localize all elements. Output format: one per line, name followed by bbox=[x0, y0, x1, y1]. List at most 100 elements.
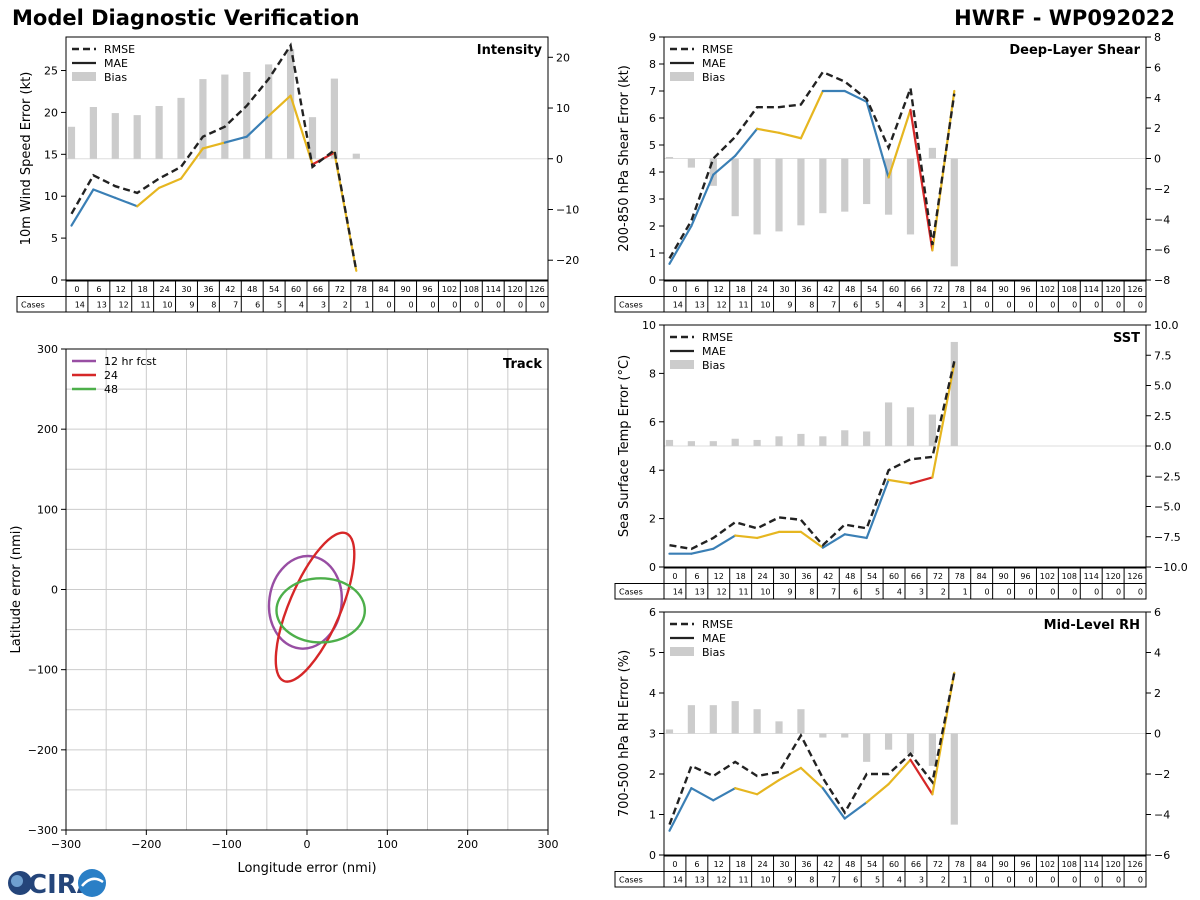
panel-title: Mid-Level RH bbox=[1044, 618, 1140, 633]
table-hour: 72 bbox=[933, 572, 943, 581]
mae-segment bbox=[887, 478, 912, 485]
mae-segment bbox=[777, 131, 803, 140]
table-case-count: 1 bbox=[963, 588, 968, 597]
bias-bar bbox=[841, 733, 849, 738]
bias-bar bbox=[863, 431, 871, 446]
bias-bar bbox=[665, 156, 674, 159]
rmse-line bbox=[668, 672, 956, 826]
table-case-count: 12 bbox=[119, 301, 129, 310]
table-hour: 72 bbox=[933, 285, 943, 294]
table-case-count: 14 bbox=[75, 301, 85, 310]
y-axis-label: 700-500 hPa RH Error (%) bbox=[617, 650, 632, 817]
table-case-count: 4 bbox=[897, 588, 902, 597]
y-tick-label: 25 bbox=[44, 65, 58, 78]
table-hour: 12 bbox=[714, 285, 724, 294]
mae-segment bbox=[887, 758, 912, 786]
table-case-count: 4 bbox=[299, 301, 304, 310]
bias-bar bbox=[797, 709, 805, 734]
table-case-count: 0 bbox=[985, 876, 990, 885]
y2-tick-label: 4 bbox=[1154, 92, 1161, 105]
table-case-count: 0 bbox=[540, 301, 545, 310]
mae-segment bbox=[887, 108, 912, 179]
table-case-count: 5 bbox=[277, 301, 282, 310]
table-hour: 72 bbox=[335, 285, 345, 294]
mae-segment bbox=[909, 108, 934, 252]
y-tick-label: 4 bbox=[649, 687, 656, 700]
y-tick-label: 0 bbox=[51, 584, 58, 597]
table-hour: 18 bbox=[138, 285, 148, 294]
legend-rmse-label: RMSE bbox=[702, 43, 733, 56]
table-case-count: 0 bbox=[1138, 301, 1143, 310]
table-case-count: 3 bbox=[919, 588, 924, 597]
table-case-count: 9 bbox=[787, 876, 792, 885]
table-case-count: 0 bbox=[1138, 588, 1143, 597]
table-hour: 108 bbox=[1062, 860, 1077, 869]
table-case-count: 0 bbox=[408, 301, 413, 310]
y2-tick-label: 4 bbox=[1154, 647, 1161, 660]
table-hour: 12 bbox=[714, 572, 724, 581]
table-hour: 12 bbox=[714, 860, 724, 869]
mae-segment bbox=[865, 478, 890, 540]
bias-bar bbox=[863, 158, 871, 205]
mae-segment bbox=[756, 778, 781, 796]
y-tick-label: 0 bbox=[51, 274, 58, 287]
legend-bias-label: Bias bbox=[702, 359, 725, 372]
y-tick-label: 300 bbox=[37, 343, 58, 356]
y-tick-label: 0 bbox=[649, 561, 656, 574]
legend-bias-swatch bbox=[670, 72, 694, 81]
bias-bar bbox=[863, 733, 871, 762]
table-case-count: 13 bbox=[695, 301, 705, 310]
table-hour: 18 bbox=[736, 860, 746, 869]
y2-tick-label: 10.0 bbox=[1154, 319, 1179, 332]
table-hour: 60 bbox=[889, 860, 899, 869]
mae-segment bbox=[70, 188, 95, 227]
table-case-count: 3 bbox=[919, 301, 924, 310]
bias-bar bbox=[286, 49, 295, 159]
bias-bar bbox=[731, 701, 739, 734]
table-hour: 18 bbox=[736, 572, 746, 581]
table-case-count: 6 bbox=[255, 301, 260, 310]
y-tick-label: 3 bbox=[649, 193, 656, 206]
y-tick-label: −100 bbox=[28, 664, 58, 677]
table-case-count: 12 bbox=[717, 876, 727, 885]
table-hour: 12 bbox=[116, 285, 126, 294]
legend-bias-swatch bbox=[670, 647, 694, 656]
mae-segment bbox=[799, 89, 824, 140]
y2-tick-label: −2.5 bbox=[1154, 470, 1181, 483]
table-hour: 24 bbox=[757, 285, 767, 294]
table-case-count: 2 bbox=[941, 301, 946, 310]
y2-tick-label: −8 bbox=[1154, 274, 1170, 287]
legend-bias-label: Bias bbox=[702, 71, 725, 84]
y2-tick-label: 2 bbox=[1154, 122, 1161, 135]
mae-segment bbox=[777, 766, 803, 782]
panel-sst: 0246810−10.0−7.5−5.0−2.50.02.55.07.510.0… bbox=[614, 319, 1188, 600]
table-hour: 42 bbox=[225, 285, 235, 294]
bias-bar bbox=[753, 158, 761, 235]
table-case-count: 7 bbox=[233, 301, 238, 310]
y-tick-label: 5 bbox=[649, 647, 656, 660]
cira-logo: CIRA bbox=[8, 869, 106, 900]
bias-bar bbox=[819, 158, 827, 214]
table-hour: 120 bbox=[1105, 572, 1120, 581]
x-tick-label: 300 bbox=[538, 838, 559, 851]
mae-segment bbox=[179, 147, 205, 180]
table-hour: 54 bbox=[867, 285, 877, 294]
table-hour: 84 bbox=[379, 285, 389, 294]
cases-table: Cases01461312121811241030936842748654560… bbox=[614, 280, 1147, 313]
y-tick-label: 6 bbox=[649, 416, 656, 429]
table-hour: 6 bbox=[694, 285, 699, 294]
x-tick-label: 0 bbox=[304, 838, 311, 851]
table-hour: 36 bbox=[801, 285, 811, 294]
mae-segment bbox=[92, 188, 117, 199]
table-hour: 48 bbox=[845, 285, 855, 294]
mae-segment bbox=[843, 89, 868, 103]
table-hour: 60 bbox=[291, 285, 301, 294]
y-axis-label: 200-850 hPa Shear Error (kt) bbox=[617, 65, 632, 252]
table-hour: 96 bbox=[1020, 285, 1030, 294]
mae-segment bbox=[821, 787, 846, 820]
table-hour: 114 bbox=[486, 285, 501, 294]
table-hour: 0 bbox=[672, 572, 677, 581]
bias-bar bbox=[906, 733, 915, 754]
